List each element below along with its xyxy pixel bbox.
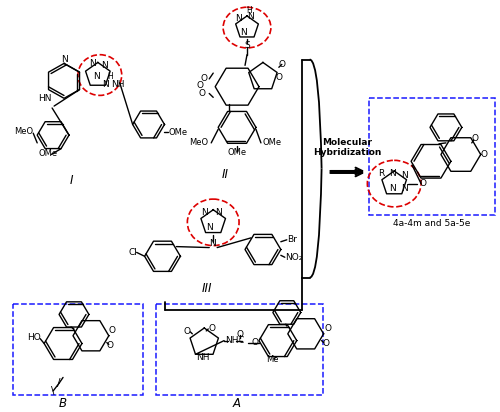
- Text: N: N: [201, 208, 207, 217]
- Text: HO: HO: [28, 333, 41, 342]
- Text: OMe: OMe: [168, 128, 188, 137]
- Text: H: H: [246, 6, 252, 14]
- Text: 4a-4m and 5a-5e: 4a-4m and 5a-5e: [394, 220, 470, 229]
- Text: N: N: [401, 171, 407, 180]
- Text: H: H: [107, 73, 112, 82]
- Text: O: O: [480, 150, 488, 159]
- Text: O: O: [236, 330, 244, 339]
- Text: N: N: [102, 80, 109, 89]
- Text: O: O: [276, 73, 283, 82]
- Text: O: O: [200, 75, 207, 83]
- Text: O: O: [184, 328, 190, 336]
- Text: S: S: [244, 40, 250, 49]
- Text: NH: NH: [226, 336, 239, 345]
- Text: MeO: MeO: [189, 138, 208, 147]
- Text: MeO: MeO: [14, 127, 33, 136]
- Text: N: N: [389, 169, 396, 178]
- Text: N: N: [94, 73, 100, 82]
- Text: N: N: [248, 12, 254, 21]
- Text: B: B: [59, 397, 67, 410]
- Bar: [156, 304, 322, 395]
- Bar: [14, 304, 142, 395]
- Text: O: O: [322, 339, 330, 348]
- Text: N: N: [60, 55, 68, 64]
- Text: OMe: OMe: [263, 138, 282, 147]
- Text: Br: Br: [287, 235, 296, 244]
- Text: NH: NH: [111, 80, 124, 89]
- Text: O: O: [196, 81, 203, 90]
- Text: O: O: [324, 325, 332, 333]
- Text: N: N: [234, 14, 242, 23]
- Text: Me: Me: [266, 356, 279, 365]
- Text: N: N: [240, 28, 246, 37]
- Text: HN: HN: [38, 94, 52, 103]
- Text: O: O: [252, 338, 258, 347]
- Text: N: N: [215, 208, 222, 217]
- Bar: [370, 98, 494, 215]
- Text: O: O: [278, 60, 285, 69]
- Text: O: O: [109, 326, 116, 335]
- Text: N: N: [389, 184, 396, 193]
- Text: N: N: [206, 223, 212, 232]
- Text: NH: NH: [196, 353, 210, 362]
- Text: O: O: [198, 89, 205, 98]
- Text: N: N: [401, 184, 407, 193]
- Text: Cl: Cl: [129, 248, 138, 257]
- Text: Molecular
Hybridization: Molecular Hybridization: [314, 138, 382, 157]
- Text: \: \: [52, 386, 55, 396]
- Text: N: N: [90, 59, 96, 68]
- Text: III: III: [202, 283, 212, 295]
- Text: O: O: [419, 179, 426, 188]
- Text: A: A: [233, 397, 241, 410]
- Text: /: /: [58, 378, 61, 388]
- Text: II: II: [222, 168, 228, 181]
- Text: O: O: [107, 341, 114, 350]
- Text: N: N: [102, 61, 108, 70]
- Text: C: C: [239, 336, 244, 345]
- Text: N: N: [209, 239, 216, 248]
- Text: R: R: [378, 169, 384, 178]
- Text: OMe: OMe: [228, 148, 246, 157]
- Text: O: O: [208, 325, 215, 333]
- Text: O: O: [471, 133, 478, 143]
- Text: OMe: OMe: [38, 149, 58, 158]
- Text: NO₂: NO₂: [285, 253, 302, 262]
- Text: I: I: [69, 174, 73, 187]
